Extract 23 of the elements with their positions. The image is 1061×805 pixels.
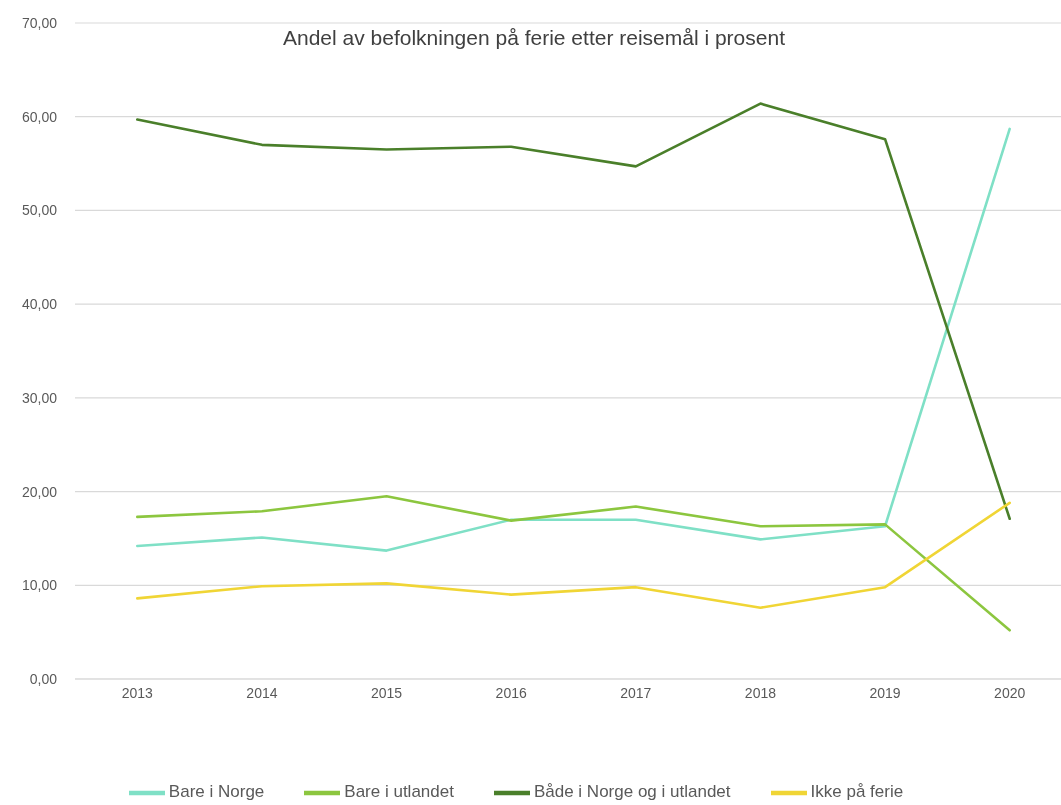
y-tick-label: 50,00 xyxy=(21,202,58,219)
y-tick-label: 60,00 xyxy=(21,108,58,125)
y-tick-label: 10,00 xyxy=(21,577,58,594)
legend-label: Bare i utlandet xyxy=(344,782,454,802)
y-tick-label: 20,00 xyxy=(21,483,58,500)
legend-label: Både i Norge og i utlandet xyxy=(533,782,731,802)
x-tick-label: 2020 xyxy=(994,684,1026,701)
legend-label: Ikke på ferie xyxy=(810,782,904,802)
chart-title: Andel av befolkningen på ferie etter reisemål i prosent xyxy=(283,26,785,50)
x-tick-label: 2016 xyxy=(495,684,527,701)
line-series xyxy=(136,501,1011,610)
x-tick-label: 2014 xyxy=(246,684,278,701)
y-tick-label: 70,00 xyxy=(21,14,58,31)
y-tick-label: 0,00 xyxy=(29,670,58,687)
x-tick-label: 2013 xyxy=(121,684,154,701)
line-series xyxy=(136,494,1011,632)
y-tick-label: 40,00 xyxy=(21,296,58,313)
x-tick-label: 2019 xyxy=(869,684,901,701)
y-tick-label: 30,00 xyxy=(21,389,58,406)
legend-label: Bare i Norge xyxy=(168,782,265,802)
x-tick-label: 2017 xyxy=(620,684,652,701)
x-tick-label: 2015 xyxy=(370,684,403,701)
x-tick-label: 2018 xyxy=(744,684,777,701)
